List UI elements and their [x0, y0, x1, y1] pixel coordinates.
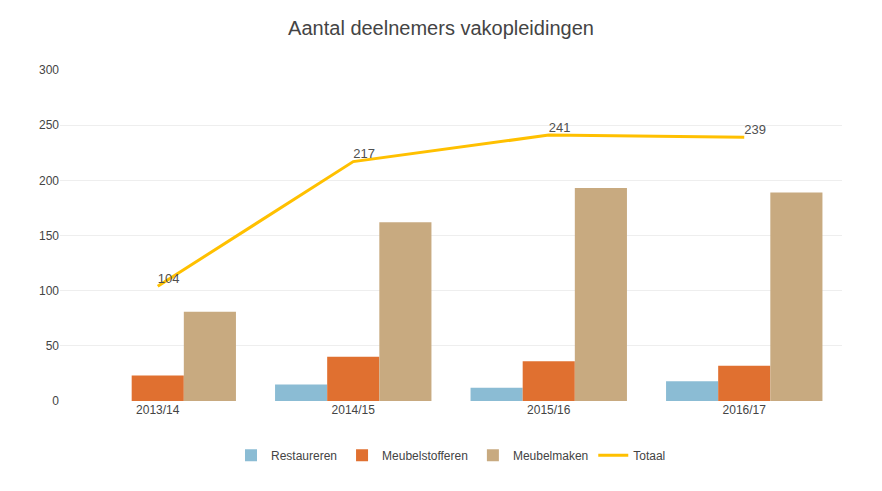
- svg-text:Restaureren: Restaureren: [271, 449, 337, 463]
- svg-text:50: 50: [46, 339, 60, 353]
- svg-text:250: 250: [39, 118, 59, 132]
- svg-text:217: 217: [353, 146, 375, 161]
- svg-text:Aantal deelnemers vakopleiding: Aantal deelnemers vakopleidingen: [288, 17, 594, 39]
- svg-text:Totaal: Totaal: [633, 449, 665, 463]
- svg-text:300: 300: [39, 63, 59, 77]
- svg-text:Meubelmaken: Meubelmaken: [513, 449, 588, 463]
- svg-text:0: 0: [52, 394, 59, 408]
- svg-text:104: 104: [158, 271, 180, 286]
- svg-text:150: 150: [39, 229, 59, 243]
- svg-text:200: 200: [39, 174, 59, 188]
- svg-text:100: 100: [39, 284, 59, 298]
- svg-text:Meubelstofferen: Meubelstofferen: [382, 449, 468, 463]
- svg-text:2015/16: 2015/16: [527, 403, 571, 417]
- svg-text:2016/17: 2016/17: [723, 403, 767, 417]
- svg-text:239: 239: [744, 122, 766, 137]
- svg-text:2013/14: 2013/14: [136, 403, 180, 417]
- svg-text:241: 241: [549, 120, 571, 135]
- svg-text:2014/15: 2014/15: [332, 403, 376, 417]
